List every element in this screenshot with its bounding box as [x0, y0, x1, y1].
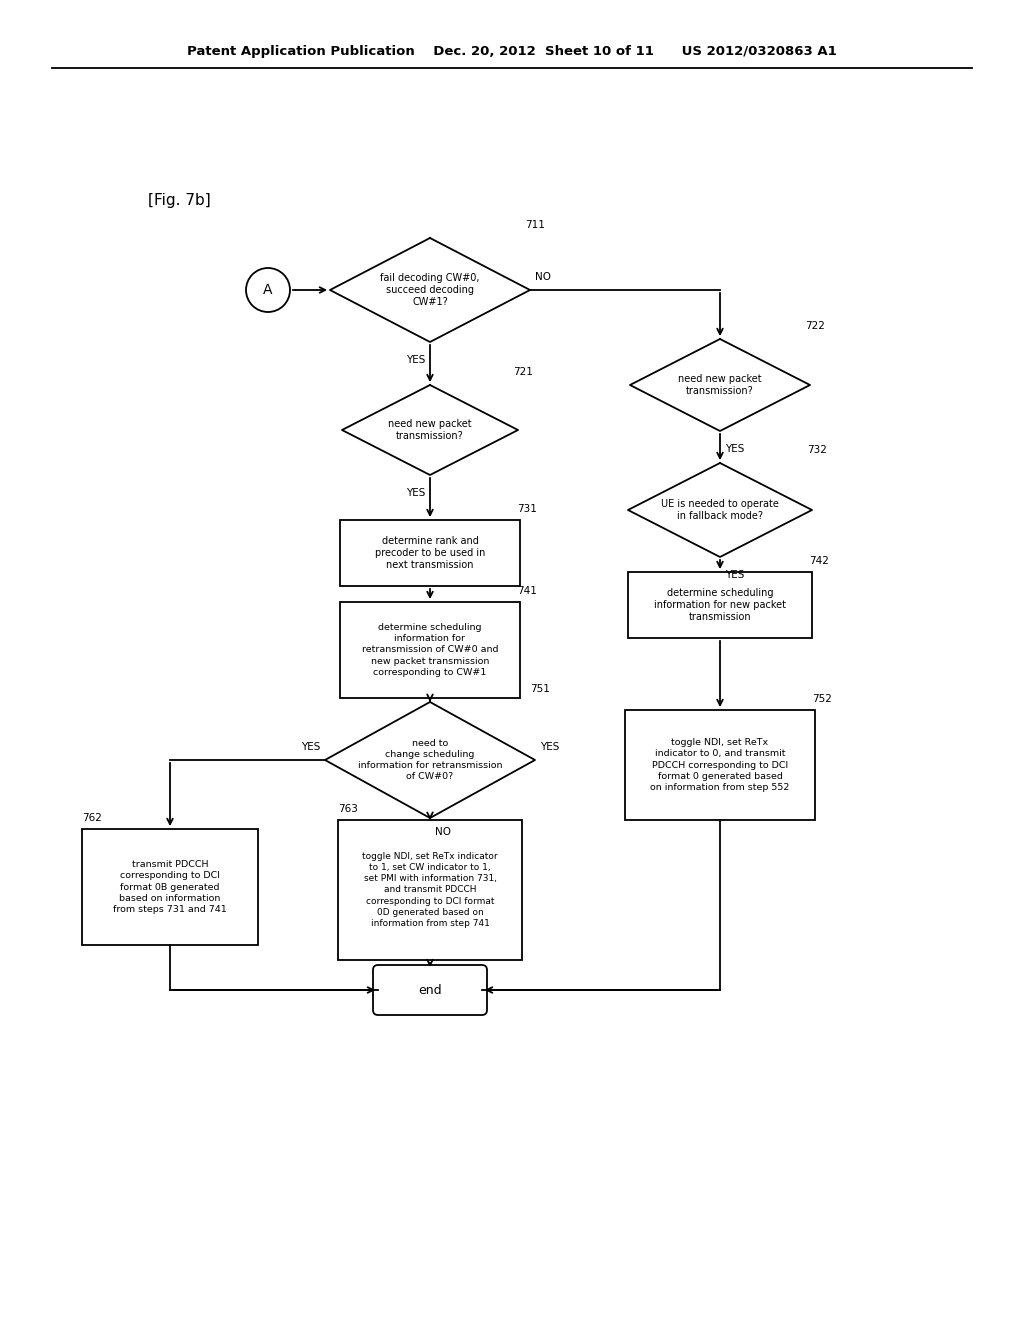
Text: YES: YES — [406, 488, 425, 498]
Text: need new packet
transmission?: need new packet transmission? — [388, 418, 472, 441]
Text: [Fig. 7b]: [Fig. 7b] — [148, 193, 211, 207]
Text: determine scheduling
information for new packet
transmission: determine scheduling information for new… — [654, 587, 786, 623]
Bar — [625, 710, 815, 820]
Text: 731: 731 — [517, 504, 537, 513]
Bar — [340, 602, 520, 698]
Text: 752: 752 — [812, 694, 831, 704]
Text: determine rank and
precoder to be used in
next transmission: determine rank and precoder to be used i… — [375, 536, 485, 570]
Text: 722: 722 — [805, 321, 825, 331]
Text: 742: 742 — [809, 556, 828, 566]
Text: 741: 741 — [517, 586, 537, 597]
Text: need new packet
transmission?: need new packet transmission? — [678, 374, 762, 396]
Text: YES: YES — [406, 355, 425, 366]
Text: A: A — [263, 282, 272, 297]
Text: transmit PDCCH
corresponding to DCI
format 0B generated
based on information
fro: transmit PDCCH corresponding to DCI form… — [113, 861, 227, 913]
Text: determine scheduling
information for
retransmission of CW#0 and
new packet trans: determine scheduling information for ret… — [361, 623, 499, 677]
Text: NO: NO — [535, 272, 551, 282]
Text: 732: 732 — [807, 445, 826, 455]
Text: toggle NDI, set ReTx
indicator to 0, and transmit
PDCCH corresponding to DCI
for: toggle NDI, set ReTx indicator to 0, and… — [650, 738, 790, 792]
Text: YES: YES — [540, 742, 559, 752]
Bar — [338, 820, 522, 960]
Text: end: end — [418, 983, 441, 997]
Bar — [628, 572, 812, 638]
Text: Patent Application Publication    Dec. 20, 2012  Sheet 10 of 11      US 2012/032: Patent Application Publication Dec. 20, … — [187, 45, 837, 58]
Bar — [340, 520, 520, 586]
Text: YES: YES — [301, 742, 319, 752]
Text: UE is needed to operate
in fallback mode?: UE is needed to operate in fallback mode… — [662, 499, 779, 521]
Text: YES: YES — [725, 444, 744, 454]
Text: 711: 711 — [525, 220, 545, 230]
Text: 721: 721 — [513, 367, 532, 378]
Text: 763: 763 — [338, 804, 357, 814]
Text: 762: 762 — [82, 813, 101, 822]
Bar — [82, 829, 258, 945]
Text: fail decoding CW#0,
succeed decoding
CW#1?: fail decoding CW#0, succeed decoding CW#… — [380, 273, 480, 308]
Text: need to
change scheduling
information for retransmission
of CW#0?: need to change scheduling information fo… — [357, 739, 502, 781]
Text: 751: 751 — [530, 684, 550, 694]
Text: NO: NO — [435, 828, 451, 837]
Text: toggle NDI, set ReTx indicator
to 1, set CW indicator to 1,
set PMI with informa: toggle NDI, set ReTx indicator to 1, set… — [362, 853, 498, 928]
Text: YES: YES — [725, 570, 744, 579]
